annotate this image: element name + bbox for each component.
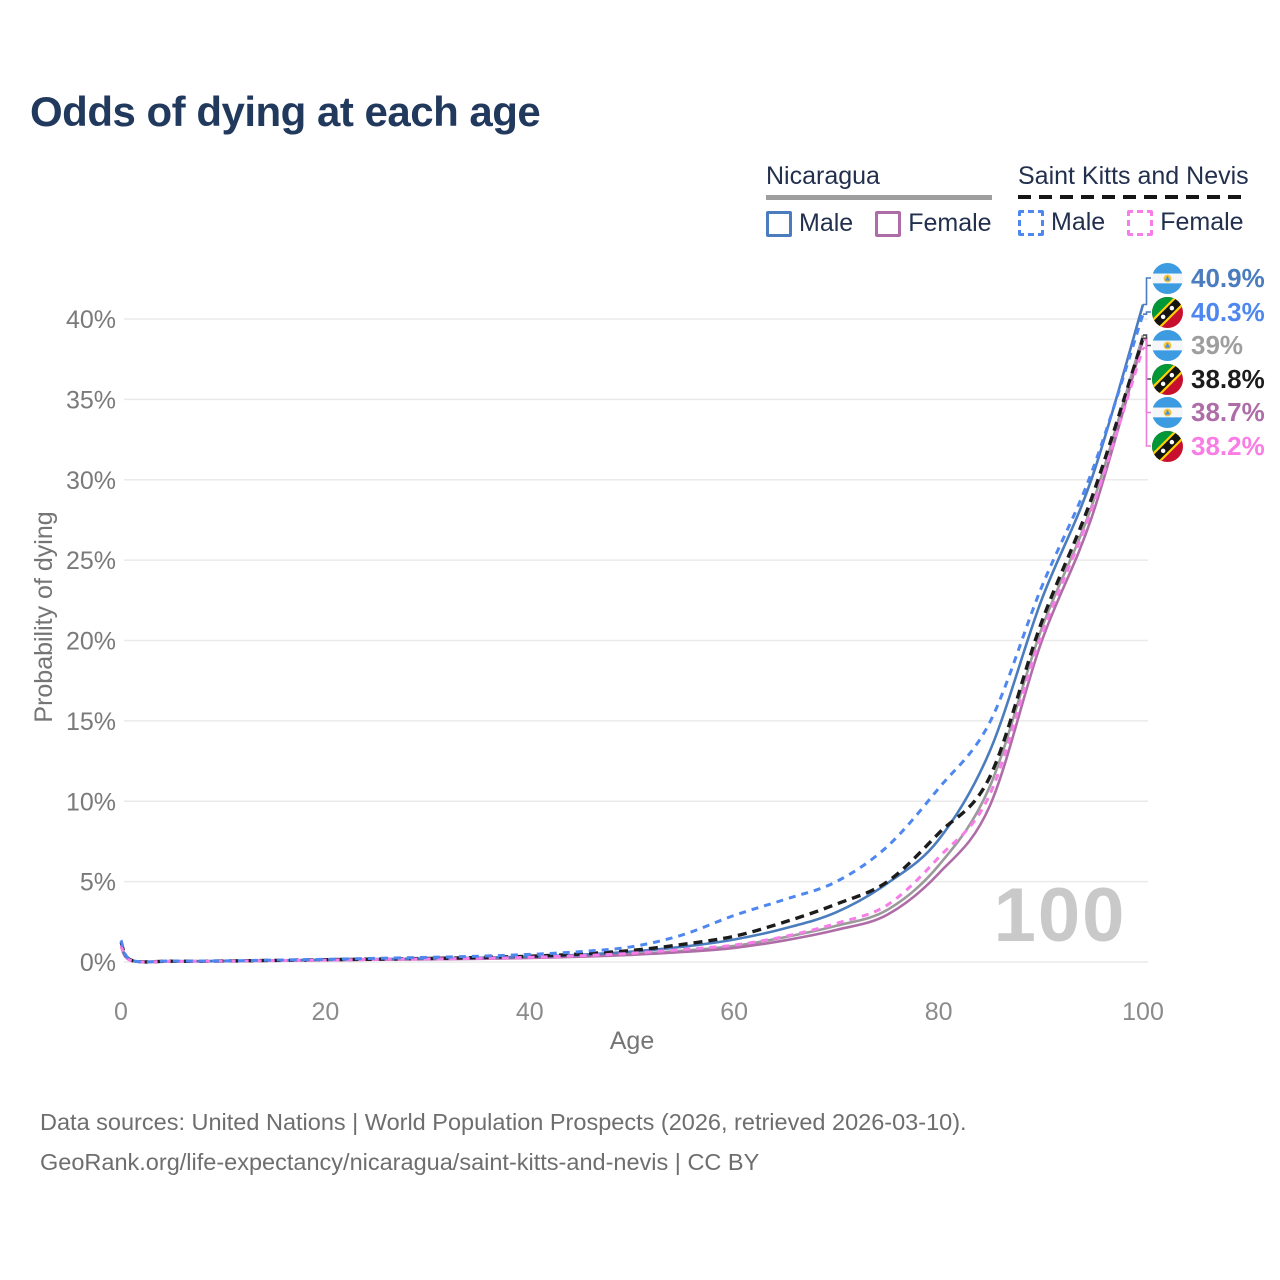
x-tick-label: 100 [1122, 998, 1164, 1026]
legend-item-nicaragua-female[interactable]: Female [875, 209, 992, 238]
skn-female-swatch [1127, 209, 1154, 236]
nicaragua-male-swatch [766, 210, 792, 237]
skn-male-swatch [1018, 209, 1044, 236]
y-tick-label: 0% [80, 949, 116, 977]
series-lines-layer [119, 304, 1145, 964]
series-line-skn-male [119, 313, 1145, 964]
series-line-skn-female [119, 347, 1145, 964]
page-title: Odds of dying at each age [30, 88, 541, 135]
end-label-connector [1143, 311, 1151, 315]
y-axis-title: Probability of dying [30, 511, 58, 722]
series-line-nic-male [119, 304, 1145, 964]
x-tick-label: 40 [516, 998, 544, 1026]
legend-item-skn-male[interactable]: Male [1018, 208, 1105, 237]
nicaragua-female-swatch [875, 210, 902, 237]
legend-item-label: Female [1160, 208, 1244, 236]
end-label-connector [1143, 347, 1151, 447]
x-axis-title: Age [610, 1027, 654, 1055]
y-tick-label: 40% [66, 306, 116, 334]
x-tick-label: 60 [720, 998, 748, 1026]
y-tick-label: 30% [66, 467, 116, 495]
legend-group-saint-kitts-and-nevis: Saint Kitts and Nevis Male Female [1018, 162, 1249, 237]
y-tick-label: 20% [66, 628, 116, 656]
x-tick-label: 80 [925, 998, 953, 1026]
nicaragua-line-style-swatch [766, 195, 992, 200]
legend-item-label: Female [908, 209, 992, 237]
legend-item-nicaragua-male[interactable]: Male [766, 209, 853, 238]
legend-group-title: Nicaragua [766, 162, 880, 190]
saint-kitts-and-nevis-line-style-swatch [1018, 195, 1249, 199]
y-tick-label: 35% [66, 386, 116, 414]
y-tick-label: 10% [66, 788, 116, 816]
legend-item-skn-female[interactable]: Female [1127, 208, 1244, 237]
footer-data-sources: Data sources: United Nations | World Pop… [40, 1109, 967, 1135]
x-tick-label: 0 [114, 998, 128, 1026]
legend-item-label: Male [1051, 208, 1106, 236]
series-line-nic-both [119, 334, 1145, 964]
y-tick-label: 5% [80, 869, 116, 897]
series-line-skn-both [119, 337, 1145, 964]
end-label-connector [1143, 277, 1151, 306]
footer-url: GeoRank.org/life-expectancy/nicaragua/sa… [40, 1149, 760, 1175]
legend-group-title: Saint Kitts and Nevis [1018, 162, 1249, 190]
legend-group-nicaragua: Nicaragua Male Female [766, 162, 992, 238]
legend-item-label: Male [799, 209, 854, 237]
age-watermark: 100 [994, 873, 1127, 958]
gridlines-layer [124, 318, 1148, 963]
y-axis-tick-labels: 0% 5% 10% 15% 20% 25% 30% 35% 40% [66, 306, 116, 977]
x-tick-label: 20 [311, 998, 339, 1026]
series-line-nic-female [119, 339, 1145, 964]
y-tick-label: 25% [66, 547, 116, 575]
x-axis-tick-labels: 0 20 40 60 80 100 [114, 998, 1164, 1026]
y-tick-label: 15% [66, 708, 116, 736]
end-label-connectors [1143, 277, 1151, 447]
